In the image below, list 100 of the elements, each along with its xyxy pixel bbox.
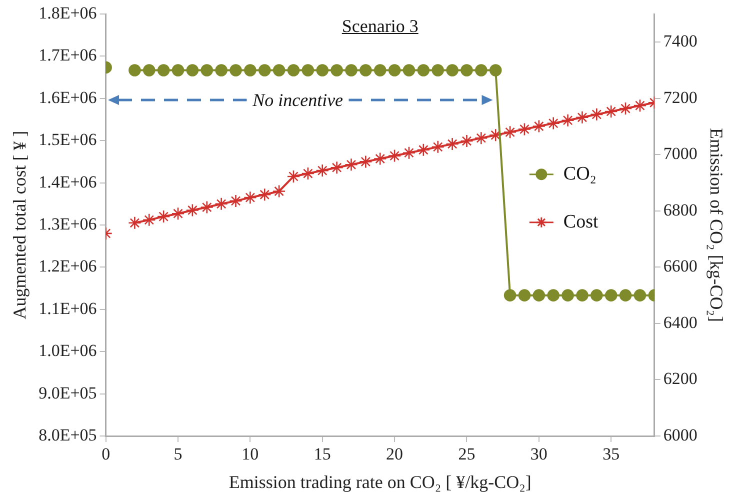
point [432,64,444,76]
point [562,289,574,302]
point [488,128,502,142]
point [489,64,502,76]
point [128,64,141,76]
chart-title: Scenario 3 [342,16,418,36]
y-tick-label: 1.8E+06 [38,3,97,22]
point [633,98,647,112]
point [287,64,300,76]
y2-tick-label: 6000 [663,425,698,444]
point [186,64,199,76]
y-tick-label: 1.4E+06 [38,172,97,192]
point [215,64,228,76]
point [330,64,343,76]
x-tick-label: 10 [242,444,259,464]
point [590,289,603,302]
point [258,64,271,76]
point [172,64,184,76]
point [532,289,546,302]
point [503,126,517,139]
point [402,64,416,76]
point [475,64,488,76]
point [460,134,474,148]
point [561,114,574,127]
legend-label: CO₂ [563,163,596,184]
point [576,110,589,124]
point [359,155,372,168]
x-axis-title: Emission trading rate on CO₂ [ ¥/kg-CO₂] [228,472,532,492]
point [373,152,387,166]
point [504,289,516,302]
y2-tick-label: 6800 [663,200,698,220]
point [446,64,458,76]
y2-tick-label: 7400 [663,32,698,51]
point [634,289,646,302]
point [200,64,214,76]
y2-tick-label: 6600 [663,256,698,276]
point [388,64,401,76]
point [345,64,358,76]
y-tick-label: 9.0E+05 [38,383,97,402]
point [186,204,200,217]
point [576,289,588,302]
point [244,64,256,76]
y-axis-title: Augmented total cost [ ¥ ] [10,130,30,320]
point [272,64,286,76]
point [446,137,459,151]
point [142,213,156,227]
point [460,64,473,76]
point [229,194,242,208]
y2-tick-label: 6200 [663,369,698,388]
y-tick-label: 1.3E+06 [38,214,97,234]
x-tick-label: 35 [602,444,620,464]
point [619,289,632,302]
y2-axis-title: Emission of CO₂ [kg-CO₂] [706,128,726,322]
x-tick-label: 25 [458,444,476,464]
x-tick-label: 20 [386,444,404,464]
point [171,206,185,220]
point [142,64,156,76]
point [416,143,430,157]
point [214,197,228,211]
point [302,64,314,76]
point [474,131,488,145]
point [272,184,286,198]
point [157,64,170,76]
point [604,104,618,118]
point [316,64,329,76]
point [388,149,402,162]
point [316,164,330,178]
y-tick-label: 1.1E+06 [38,298,97,318]
point [417,64,430,76]
point [156,210,170,224]
x-tick-label: 15 [314,444,331,464]
x-tick-label: 30 [530,444,548,464]
point [286,170,300,184]
point [244,190,257,204]
point [330,160,344,174]
point [374,64,386,76]
x-tick-label: 5 [174,444,182,464]
point [546,116,560,130]
point [258,188,272,202]
point [604,289,618,302]
point [230,64,242,76]
point [618,102,632,116]
legend-label: Cost [563,211,599,232]
y2-tick-label: 7200 [663,88,698,107]
point [200,200,214,214]
point [518,289,531,302]
y-tick-label: 1.2E+06 [38,256,97,276]
point [301,166,315,180]
point [431,140,445,154]
x-tick-label: 0 [102,444,110,464]
point [547,289,560,302]
point [128,216,142,230]
annotation: No incentive [246,90,350,110]
y-tick-label: 8.0E+05 [38,425,97,444]
y-tick-label: 1.7E+06 [38,46,97,65]
y2-tick-label: 7000 [663,144,698,164]
point [590,108,604,122]
point [360,64,372,76]
point [344,158,358,172]
y2-tick-label: 6400 [663,312,698,332]
